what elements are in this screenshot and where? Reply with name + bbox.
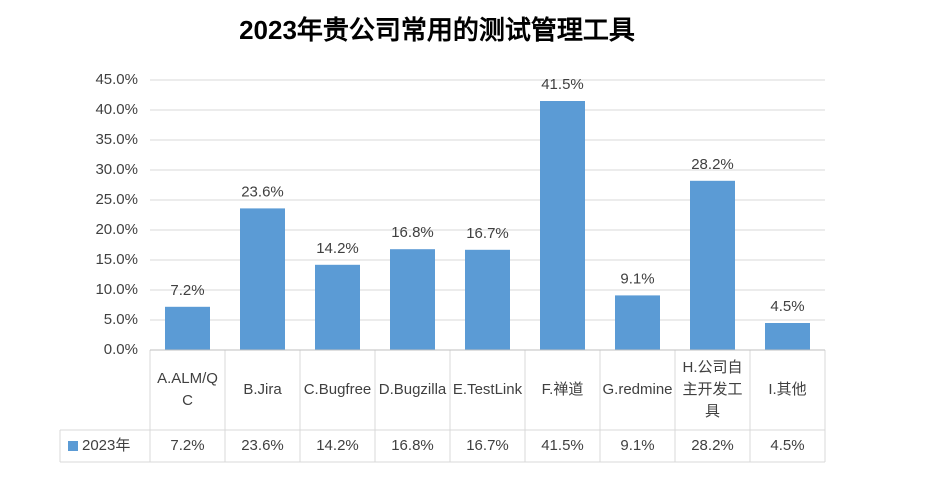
data-label: 16.8% <box>391 224 434 241</box>
y-tick-label: 5.0% <box>104 311 138 328</box>
legend-label: 2023年 <box>82 437 130 454</box>
category-cell: E.TestLink <box>452 381 523 398</box>
y-tick-label: 0.0% <box>104 341 138 358</box>
category-cell: F.禅道 <box>541 381 584 398</box>
table-value: 16.8% <box>391 437 434 454</box>
table-value: 14.2% <box>316 437 359 454</box>
bar <box>240 208 285 350</box>
x-tick-label: G.redmine <box>602 381 673 398</box>
category-cell: B.Jira <box>243 381 282 398</box>
bar <box>540 101 585 350</box>
y-tick-label: 40.0% <box>95 101 138 118</box>
category-cell: C.Bugfree <box>303 381 372 398</box>
category-cell: H.公司自主开发工具 <box>682 359 743 420</box>
table-value: 16.7% <box>466 437 509 454</box>
chart-title: 2023年贵公司常用的测试管理工具 <box>239 15 635 45</box>
data-label: 23.6% <box>241 183 284 200</box>
y-tick-label: 45.0% <box>95 71 138 88</box>
category-cell: A.ALM/QC <box>157 370 218 409</box>
category-cell: G.redmine <box>602 381 673 398</box>
bar <box>615 295 660 350</box>
x-tick-label: F.禅道 <box>541 381 584 398</box>
data-label: 14.2% <box>316 240 359 257</box>
bar <box>390 249 435 350</box>
table-value: 23.6% <box>241 437 284 454</box>
y-tick-label: 10.0% <box>95 281 138 298</box>
data-label: 16.7% <box>466 225 509 242</box>
x-tick-label: A.ALM/QC <box>157 370 218 409</box>
data-label: 28.2% <box>691 156 734 173</box>
x-tick-label: D.Bugzilla <box>378 381 447 398</box>
bar <box>690 180 735 350</box>
x-tick-label: E.TestLink <box>452 381 523 398</box>
table-value: 9.1% <box>620 437 654 454</box>
y-tick-label: 15.0% <box>95 251 138 268</box>
legend-swatch <box>68 441 78 451</box>
y-tick-label: 20.0% <box>95 221 138 238</box>
data-label: 41.5% <box>541 76 584 93</box>
y-tick-label: 25.0% <box>95 191 138 208</box>
table-value: 41.5% <box>541 437 584 454</box>
category-cell: D.Bugzilla <box>378 381 447 398</box>
x-tick-label: C.Bugfree <box>303 381 372 398</box>
data-label: 4.5% <box>770 298 804 315</box>
table-value: 7.2% <box>170 437 204 454</box>
data-label: 9.1% <box>620 270 654 287</box>
table-value: 4.5% <box>770 437 804 454</box>
bar <box>165 306 210 350</box>
bar <box>765 323 810 350</box>
bar <box>465 249 510 350</box>
y-tick-label: 35.0% <box>95 131 138 148</box>
y-tick-label: 30.0% <box>95 161 138 178</box>
bar <box>315 264 360 350</box>
x-tick-label: H.公司自主开发工具 <box>682 359 743 420</box>
category-cell: I.其他 <box>768 381 807 398</box>
x-tick-label: B.Jira <box>243 381 282 398</box>
table-value: 28.2% <box>691 437 734 454</box>
data-label: 7.2% <box>170 282 204 299</box>
x-tick-label: I.其他 <box>768 381 807 398</box>
